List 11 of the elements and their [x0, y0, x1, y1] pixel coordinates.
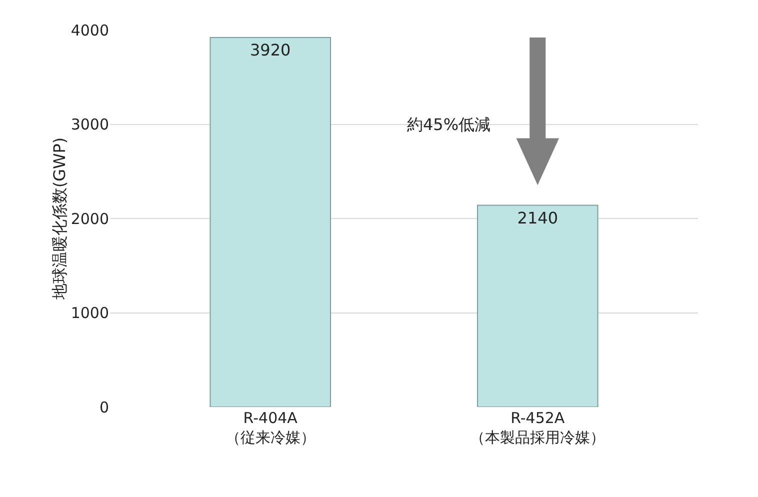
y-axis-title: 地球温暖化係数(GWP) — [50, 137, 69, 301]
y-tick-label: 2000 — [70, 210, 109, 228]
y-tick-label: 1000 — [70, 304, 109, 322]
y-tick-label: 3000 — [70, 116, 109, 134]
y-tick-label: 0 — [99, 398, 109, 416]
x-tick-label: R-452A （本製品採用冷媒） — [470, 409, 606, 446]
data-label: 2140 — [517, 208, 558, 228]
y-tick-label: 4000 — [70, 21, 109, 40]
annotation: 約45%低減 — [407, 115, 491, 134]
data-label: 3920 — [250, 40, 291, 60]
x-tick-label: R-404A （従来冷媒） — [225, 409, 316, 446]
